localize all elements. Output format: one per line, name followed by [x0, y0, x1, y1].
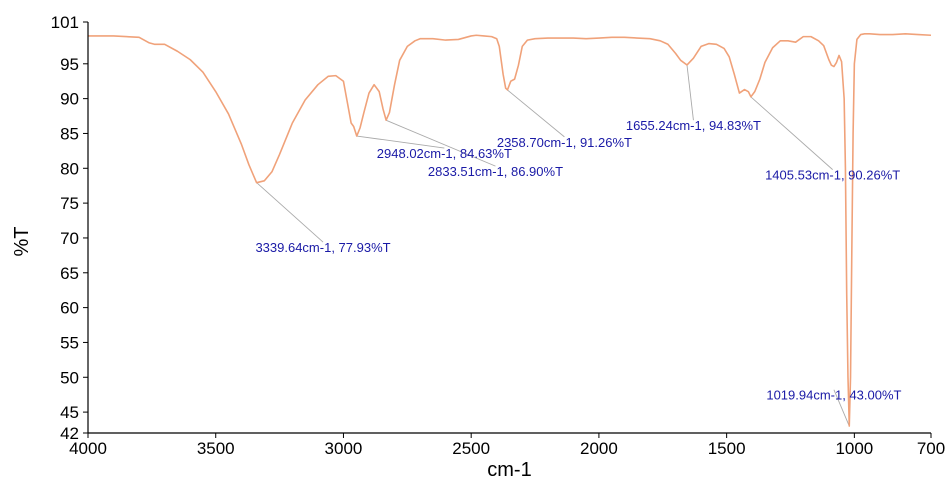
annotation-labels: 3339.64cm-1, 77.93%T 2948.02cm-1, 84.63%T… — [255, 118, 901, 403]
peak-leader-line — [356, 135, 445, 149]
peak-label: 1655.24cm-1, 94.83%T — [626, 118, 761, 133]
y-tick-label: 60 — [60, 299, 79, 318]
x-tick-label: 1000 — [835, 439, 873, 458]
y-tick-label: 45 — [60, 403, 79, 422]
y-tick-label: 101 — [51, 13, 79, 32]
y-tick-label: 90 — [60, 90, 79, 109]
x-axis: 4000 3500 3000 2500 2000 1500 1000 700 — [69, 432, 945, 458]
x-tick-label: 1500 — [708, 439, 746, 458]
x-tick-label: 2000 — [580, 439, 618, 458]
y-tick-label: 75 — [60, 194, 79, 213]
y-tick-label: 70 — [60, 229, 79, 248]
x-tick-label: 700 — [917, 439, 945, 458]
y-tick-label: 85 — [60, 124, 79, 143]
peak-leader-line — [750, 96, 833, 170]
y-axis: 42 45 50 55 60 65 70 75 80 85 90 95 101 — [51, 13, 89, 443]
y-tick-label: 95 — [60, 55, 79, 74]
y-tick-label: 80 — [60, 159, 79, 178]
y-axis-title: %T — [11, 227, 33, 257]
peak-leader-line — [385, 119, 496, 167]
peak-label: 1405.53cm-1, 90.26%T — [765, 168, 900, 183]
annotation-leader-lines — [256, 64, 850, 427]
spectrum-line — [88, 33, 932, 427]
peak-label: 2358.70cm-1, 91.26%T — [497, 135, 632, 150]
peak-label: 2948.02cm-1, 84.63%T — [377, 146, 512, 161]
peak-label: 1019.94cm-1, 43.00%T — [766, 388, 901, 403]
peak-leader-line — [686, 64, 694, 121]
x-tick-label: 3000 — [325, 439, 363, 458]
x-axis-title: cm-1 — [487, 459, 531, 481]
peak-label: 2833.51cm-1, 86.90%T — [428, 164, 563, 179]
y-tick-label: 50 — [60, 368, 79, 387]
y-tick-label: 55 — [60, 333, 79, 352]
x-tick-label: 4000 — [69, 439, 107, 458]
peak-leader-line — [506, 89, 565, 138]
series-layer — [88, 33, 932, 427]
x-tick-label: 3500 — [197, 439, 235, 458]
peak-leader-line — [256, 182, 324, 243]
peak-leader-line — [833, 389, 850, 427]
y-tick-label: 65 — [60, 264, 79, 283]
peak-label: 3339.64cm-1, 77.93%T — [255, 240, 390, 255]
y-tick-label: 42 — [60, 424, 79, 443]
x-tick-label: 2500 — [452, 439, 490, 458]
